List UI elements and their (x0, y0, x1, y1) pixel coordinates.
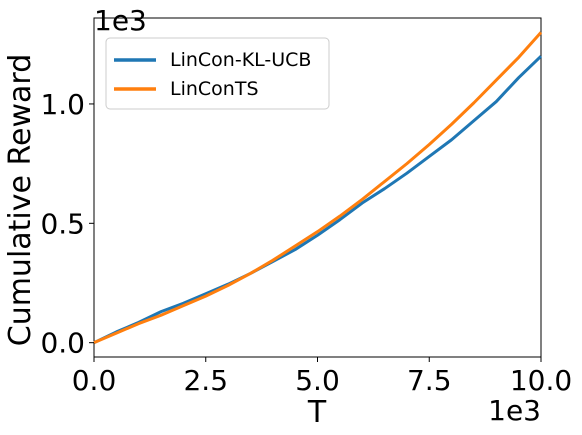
x-tick-label-0: 0.0 (72, 364, 117, 397)
x-tick-label-4: 10.0 (510, 364, 572, 397)
y-axis-label: Cumulative Reward (3, 54, 38, 347)
y-offset-label: 1e3 (94, 4, 147, 37)
y-tick-label-2: 1.0 (40, 88, 85, 121)
y-tick-label-0: 0.0 (40, 327, 85, 360)
series-line-linconts (93, 31, 543, 345)
series-layer (93, 31, 543, 345)
y-tick-label-1: 0.5 (40, 207, 85, 240)
x-tick-label-3: 7.5 (407, 364, 452, 397)
x-axis-ticks: 0.0 2.5 5.0 7.5 10.0 (72, 357, 572, 397)
y-axis-ticks: 0.0 0.5 1.0 (40, 88, 94, 360)
legend-label-lincon-kl-ucb: LinCon-KL-UCB (170, 49, 311, 71)
legend-box (105, 37, 330, 110)
x-tick-label-1: 2.5 (183, 364, 228, 397)
x-axis-label: T (307, 395, 327, 430)
series-line-lincon-kl-ucb (93, 55, 543, 345)
x-offset-label: 1e3 (488, 394, 541, 427)
legend: LinCon-KL-UCB LinConTS (105, 37, 330, 110)
legend-label-lincon-ts: LinConTS (170, 78, 259, 100)
x-tick-label-2: 5.0 (295, 364, 340, 397)
